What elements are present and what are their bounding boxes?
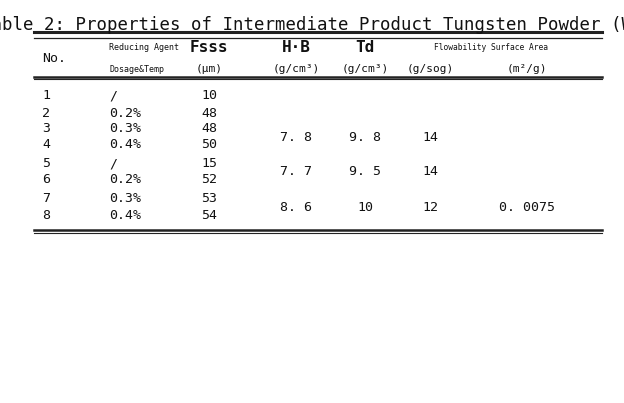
Text: 48: 48 (201, 123, 217, 135)
Text: /: / (109, 89, 117, 102)
Text: 48: 48 (201, 107, 217, 120)
Text: 50: 50 (201, 138, 217, 151)
Text: 10: 10 (201, 89, 217, 102)
Text: (g/cm³): (g/cm³) (273, 64, 320, 74)
Text: Td: Td (356, 40, 374, 55)
Text: No.: No. (42, 52, 66, 65)
Text: 5: 5 (42, 157, 51, 170)
Text: 54: 54 (201, 209, 217, 222)
Text: 7. 7: 7. 7 (280, 165, 313, 178)
Text: Flowability Surface Area: Flowability Surface Area (434, 43, 548, 52)
Text: /: / (109, 157, 117, 170)
Text: 12: 12 (422, 201, 439, 214)
Text: 6: 6 (42, 173, 51, 186)
Text: 9. 5: 9. 5 (349, 165, 381, 178)
Text: 0.3%: 0.3% (109, 192, 141, 205)
Text: (m²/g): (m²/g) (507, 64, 547, 74)
Text: 0.3%: 0.3% (109, 123, 141, 135)
Text: (g/cm³): (g/cm³) (341, 64, 389, 74)
Text: 0.4%: 0.4% (109, 138, 141, 151)
Text: 7: 7 (42, 192, 51, 205)
Text: Table 2: Properties of Intermediate Product Tungsten Powder (W): Table 2: Properties of Intermediate Prod… (0, 16, 624, 34)
Text: Fsss: Fsss (190, 40, 228, 55)
Text: 2: 2 (42, 107, 51, 120)
Text: 0.4%: 0.4% (109, 209, 141, 222)
Text: 8. 6: 8. 6 (280, 201, 313, 214)
Text: 7. 8: 7. 8 (280, 131, 313, 143)
Text: 0.2%: 0.2% (109, 173, 141, 186)
Text: 8: 8 (42, 209, 51, 222)
Text: 53: 53 (201, 192, 217, 205)
Text: 14: 14 (422, 165, 439, 178)
Text: 0.2%: 0.2% (109, 107, 141, 120)
Text: 9. 8: 9. 8 (349, 131, 381, 143)
Text: (μm): (μm) (195, 64, 223, 74)
Text: Reducing Agent: Reducing Agent (109, 43, 179, 52)
Text: 1: 1 (42, 89, 51, 102)
Text: 15: 15 (201, 157, 217, 170)
Text: H·B: H·B (282, 40, 311, 55)
Text: 4: 4 (42, 138, 51, 151)
Text: 0. 0075: 0. 0075 (499, 201, 555, 214)
Text: 52: 52 (201, 173, 217, 186)
Text: 14: 14 (422, 131, 439, 143)
Text: Dosage&Temp: Dosage&Temp (109, 65, 164, 74)
Text: 3: 3 (42, 123, 51, 135)
Text: (g/sog): (g/sog) (407, 64, 454, 74)
Text: 10: 10 (357, 201, 373, 214)
